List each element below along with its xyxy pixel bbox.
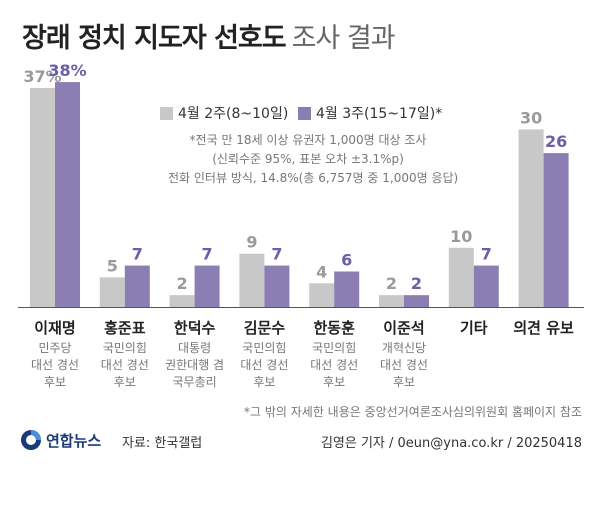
title-sub: 조사 결과 [291,23,396,54]
yonhap-logo-icon [21,430,41,450]
survey-note: *전국 만 18세 이상 유권자 1,000명 대상 조사 (신뢰수준 95%,… [168,131,459,188]
affiliation-line: 국민의힘 [102,341,147,355]
credit-text: 김영은 기자 / 0eun@yna.co.kr / 20250418 [320,436,582,451]
category-label: 홍준표 [104,319,146,337]
affiliation-line: 후보 [43,375,67,389]
bar-apr-week2-7 [518,129,544,307]
legend-label-series-2: 4월 3주(15~17일)* [316,106,443,122]
affiliation-line: 후보 [113,375,136,389]
bar-apr-week3-5 [404,295,429,307]
bar-apr-week2-0 [30,88,55,307]
bar-apr-week2-4 [309,283,335,307]
survey-note-line: 전화 인터뷰 방식, 14.8%(총 6,757명 중 1,000명 응답) [168,171,459,185]
footnote: *그 밖의 자세한 내용은 중앙선거여론조사심의위원회 홈페이지 참조 [243,405,582,419]
affiliation-line: 후보 [392,375,416,389]
data-label: 5 [107,256,118,275]
affiliation-line: 대선 경선 [100,358,149,372]
category-label: 한동훈 [313,319,355,337]
chart-title: 장래 정치 지도자 선호도 조사 결과 [22,16,396,55]
affiliation-line: 대선 경선 [380,358,428,372]
category-label: 이준석 [383,319,425,337]
legend-item-series-2: 4월 3주(15~17일)* [298,103,442,123]
affiliation-line: 후보 [323,375,346,389]
bar-apr-week3-2 [194,265,220,307]
bar-apr-week3-6 [473,265,499,307]
affiliation-line: 민주당 [38,341,72,355]
data-label: 26 [545,132,567,151]
source-text: 자료: 한국갤럽 [122,436,203,451]
data-label: 4 [316,262,327,281]
data-label: 2 [411,274,422,293]
data-label: 37% [23,67,61,86]
data-label: 7 [271,245,282,264]
bar-apr-week2-6 [448,247,474,307]
data-label: 7 [481,245,492,264]
yonhap-logo: 연합뉴스 [20,429,101,451]
data-label: 10 [450,227,472,246]
bar-apr-week3-4 [334,271,360,307]
affiliation-line: 국민의힘 [242,341,287,355]
legend-swatch-series-1 [160,106,173,120]
bar-apr-week2-5 [379,295,404,307]
affiliation-line: 대통령 [178,341,212,355]
data-label: 30 [520,108,542,127]
affiliation-line: 개혁신당 [381,341,427,355]
bar-apr-week2-2 [169,295,195,307]
data-label: 9 [246,233,257,252]
affiliation-line: 대선 경선 [310,358,359,372]
affiliation-line: 국무총리 [172,375,217,389]
category-label: 한덕수 [173,319,216,337]
affiliation-line: 후보 [253,375,276,389]
affiliation-line: 권한대행 겸 [165,358,225,372]
bar-apr-week3-3 [264,265,290,307]
data-label: 2 [386,274,397,293]
category-label: 기타 [459,319,488,337]
data-label: 38% [48,61,86,80]
bar-apr-week3-0 [55,82,80,307]
category-label: 김문수 [243,319,286,337]
legend-label-series-1: 4월 2주(8~10일) [178,106,289,122]
data-label: 6 [341,250,352,269]
bar-apr-week3-7 [543,153,569,307]
title-main: 장래 정치 지도자 선호도 [22,23,287,54]
category-label: 이재명 [34,319,76,337]
affiliation-line: 대선 경선 [240,358,289,372]
data-label: 7 [202,245,213,264]
affiliation-line: 대선 경선 [31,358,79,372]
data-label: 2 [177,274,188,293]
legend-swatch-series-2 [298,106,311,120]
data-label: 7 [132,245,143,264]
survey-note-line: (신뢰수준 95%, 표본 오차 ±3.1%p) [212,152,404,166]
affiliation-line: 국민의힘 [312,341,357,355]
bar-apr-week2-3 [239,253,265,307]
bar-apr-week2-1 [99,277,125,307]
category-label: 의견 유보 [513,319,574,337]
survey-note-line: *전국 만 18세 이상 유권자 1,000명 대상 조사 [189,133,427,147]
legend-item-series-1: 4월 2주(8~10일) [160,103,288,123]
logo-text: 연합뉴스 [46,431,102,450]
bar-apr-week3-1 [124,265,150,307]
